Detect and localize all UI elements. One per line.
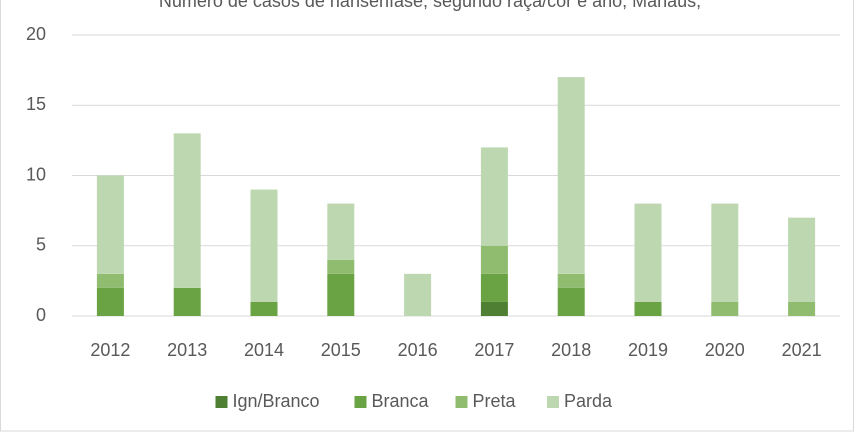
bar-segment: [327, 203, 355, 260]
y-tick-label: 0: [36, 305, 46, 325]
bar-segment: [250, 189, 278, 302]
bar-segment: [173, 133, 201, 288]
bar-segment: [480, 273, 508, 302]
legend-swatch: [215, 396, 228, 408]
y-tick-label: 10: [26, 164, 46, 184]
bar-segment: [711, 301, 739, 316]
bar-segment: [327, 259, 355, 274]
x-tick-label: 2018: [551, 340, 591, 360]
legend-swatch: [455, 396, 468, 408]
bar-segment: [634, 301, 662, 316]
bar-segment: [96, 273, 124, 288]
bar-segment: [250, 301, 278, 316]
x-tick-label: 2019: [628, 340, 668, 360]
bar-segment: [96, 287, 124, 316]
legend-label: Ign/Branco: [233, 391, 320, 411]
bar-segment: [96, 175, 124, 274]
x-tick-label: 2015: [321, 340, 361, 360]
y-tick-label: 20: [26, 24, 46, 44]
x-tick-label: 2014: [244, 340, 284, 360]
bar-segment: [788, 301, 816, 316]
bar-segment: [557, 77, 585, 274]
y-tick-label: 15: [26, 94, 46, 114]
y-tick-label: 5: [36, 235, 46, 255]
bar-segment: [480, 301, 508, 316]
x-tick-label: 2021: [782, 340, 822, 360]
x-tick-label: 2012: [90, 340, 130, 360]
legend-label: Preta: [473, 391, 517, 411]
x-tick-label: 2016: [398, 340, 438, 360]
bar-segment: [711, 203, 739, 302]
bar-segment: [634, 203, 662, 302]
bar-segment: [404, 273, 432, 316]
x-tick-label: 2013: [167, 340, 207, 360]
bar-segment: [557, 287, 585, 316]
chart-title: Número de casos de hanseníase, segundo r…: [159, 0, 701, 11]
bar-segment: [327, 273, 355, 316]
x-tick-label: 2017: [474, 340, 514, 360]
x-tick-label: 2020: [705, 340, 745, 360]
bar-segment: [173, 287, 201, 316]
legend-swatch: [354, 396, 367, 408]
legend-label: Branca: [372, 391, 430, 411]
bar-segment: [788, 217, 816, 302]
legend-swatch: [547, 396, 559, 408]
bar-segment: [480, 245, 508, 274]
legend-label: Parda: [564, 391, 613, 411]
bar-segment: [480, 147, 508, 246]
bar-segment: [557, 273, 585, 288]
